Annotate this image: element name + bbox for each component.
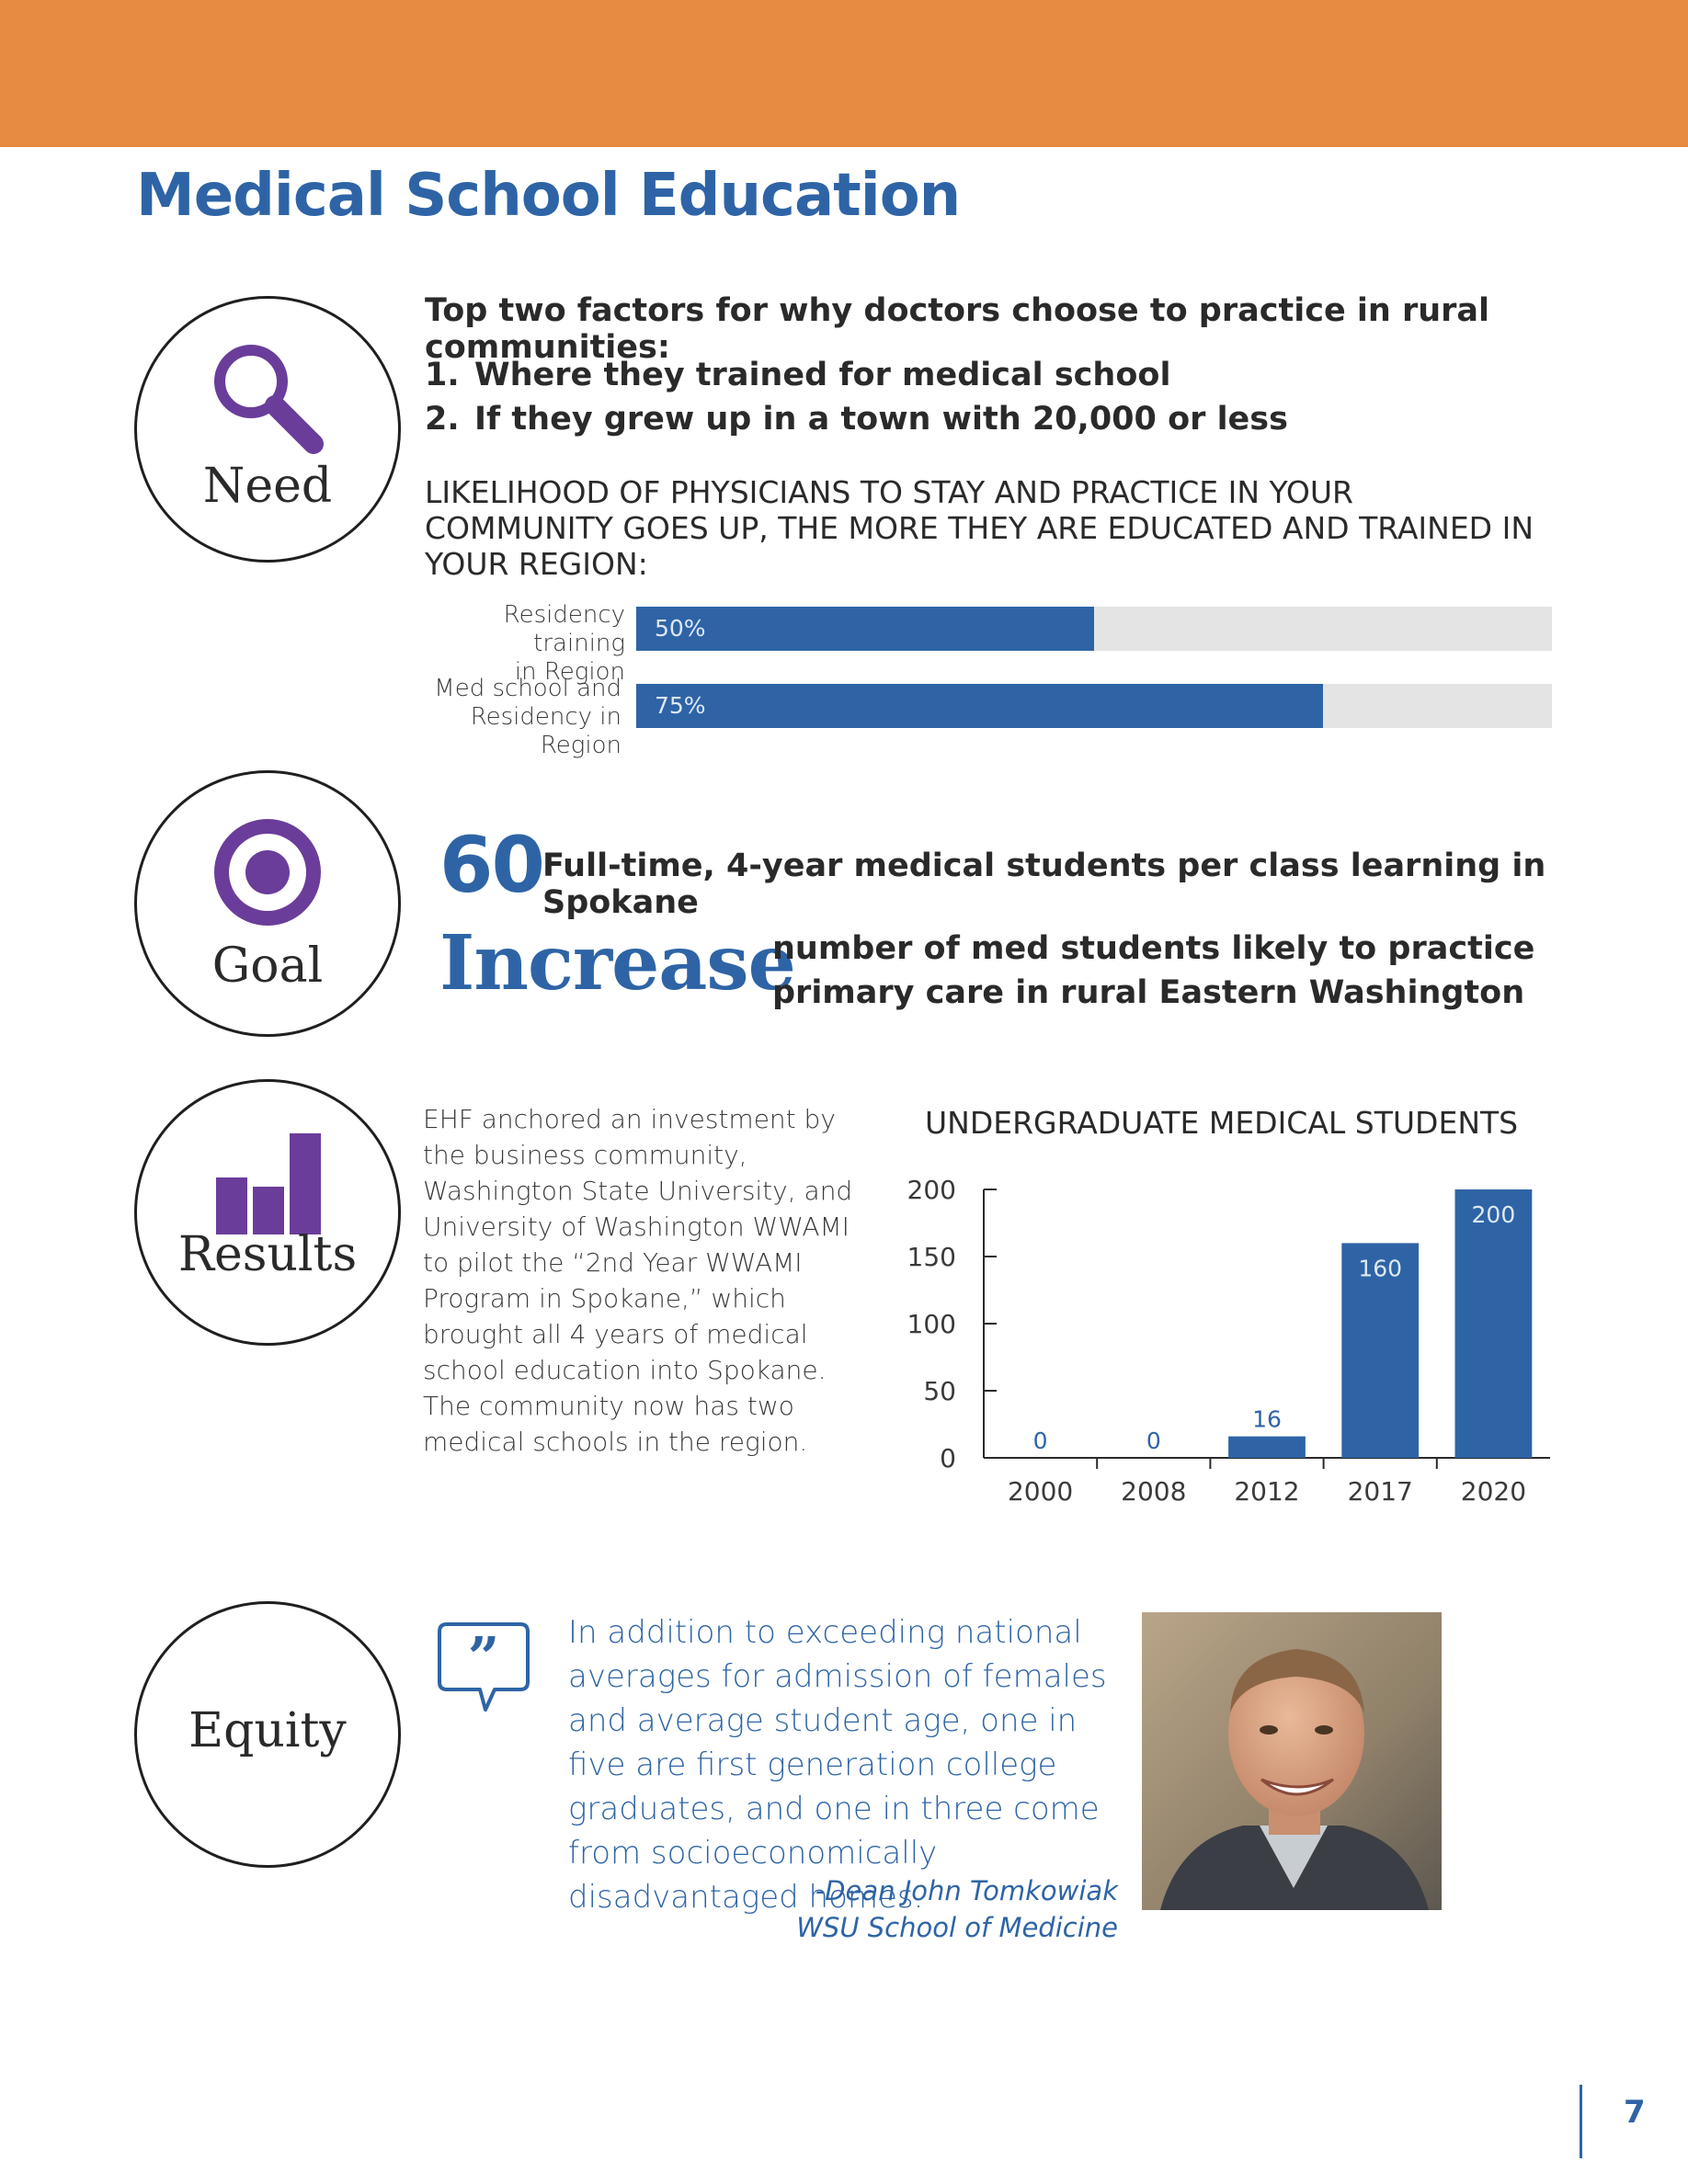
factors-heading: Top two factors for why doctors choose t… bbox=[425, 292, 1490, 366]
magnifying-glass-icon bbox=[214, 345, 324, 454]
chart-bar bbox=[1341, 1243, 1420, 1458]
chart-bar bbox=[1454, 1189, 1533, 1458]
data-label: 0 bbox=[1146, 1428, 1161, 1454]
equity-circle: Equity bbox=[134, 1601, 401, 1868]
bar-chart-icon bbox=[216, 1133, 321, 1234]
chart-title: UNDERGRADUATE MEDICAL STUDENTS bbox=[925, 1105, 1519, 1141]
data-label: 160 bbox=[1358, 1255, 1402, 1281]
need-circle: Need bbox=[134, 296, 401, 563]
goal-label: Goal bbox=[211, 938, 324, 994]
quote-attribution-org: WSU School of Medicine bbox=[796, 1912, 1118, 1943]
svg-text:”: ” bbox=[468, 1626, 500, 1690]
progress-bar-residency: 50% bbox=[636, 607, 1552, 651]
quote-bubble-icon: ” bbox=[438, 1622, 530, 1712]
need-label: Need bbox=[202, 459, 333, 514]
chart-bar bbox=[1228, 1436, 1306, 1458]
data-label: 200 bbox=[1472, 1201, 1516, 1228]
y-tick-label: 200 bbox=[907, 1175, 956, 1205]
x-tick-label: 2020 bbox=[1461, 1476, 1526, 1507]
progress-bar-medschool: 75% bbox=[636, 684, 1552, 728]
goal-big-word: Increase bbox=[439, 919, 796, 1007]
x-tick-label: 2017 bbox=[1348, 1476, 1413, 1507]
page-number: 7 bbox=[1624, 2094, 1646, 2131]
equity-label: Equity bbox=[188, 1703, 347, 1758]
equity-quote: In addition to exceeding national averag… bbox=[568, 1614, 1107, 1916]
goal-big-number: 60 bbox=[439, 820, 545, 910]
results-circle: Results bbox=[134, 1079, 401, 1346]
y-tick-label: 50 bbox=[923, 1376, 956, 1406]
progress-value: 75% bbox=[655, 692, 706, 719]
header-band bbox=[0, 0, 1688, 147]
progress-value: 50% bbox=[655, 615, 706, 642]
bar-label-medschool: Med school and Residency in Region bbox=[434, 675, 622, 759]
target-icon bbox=[214, 819, 321, 926]
goal-number-text: Full-time, 4-year medical students per c… bbox=[542, 847, 1546, 921]
students-bar-chart: 0501001502000200002008162012160201720020… bbox=[907, 1175, 1550, 1507]
x-tick-label: 2012 bbox=[1234, 1476, 1299, 1507]
data-label: 16 bbox=[1252, 1406, 1282, 1433]
factor-list: 1. Where they trained for medical school … bbox=[425, 353, 1288, 441]
dean-portrait-photo bbox=[1142, 1612, 1442, 1910]
data-label: 0 bbox=[1033, 1428, 1048, 1454]
goal-circle: Goal bbox=[134, 770, 401, 1037]
results-label: Results bbox=[177, 1227, 358, 1282]
y-tick-label: 100 bbox=[907, 1309, 956, 1339]
list-item: 1. Where they trained for medical school bbox=[425, 357, 1171, 393]
page-title: Medical School Education bbox=[136, 162, 961, 230]
quote-attribution-name: -Dean John Tomkowiak bbox=[815, 1875, 1118, 1906]
page-number-rule bbox=[1580, 2085, 1582, 2158]
list-item: 2. If they grew up in a town with 20,000 … bbox=[425, 401, 1288, 438]
likelihood-text: LIKELIHOOD OF PHYSICIANS TO STAY AND PRA… bbox=[425, 474, 1534, 582]
progress-fill bbox=[636, 607, 1094, 651]
y-tick-label: 0 bbox=[940, 1443, 956, 1473]
y-tick-label: 150 bbox=[907, 1242, 956, 1272]
bar-label-residency: Residency training in Region bbox=[503, 601, 625, 686]
x-tick-label: 2008 bbox=[1121, 1476, 1186, 1507]
x-tick-label: 2000 bbox=[1008, 1476, 1073, 1507]
goal-word-text: number of med students likely to practic… bbox=[772, 930, 1535, 1011]
results-paragraph: EHF anchored an investment by the busine… bbox=[423, 1104, 853, 1457]
progress-fill bbox=[636, 684, 1323, 728]
